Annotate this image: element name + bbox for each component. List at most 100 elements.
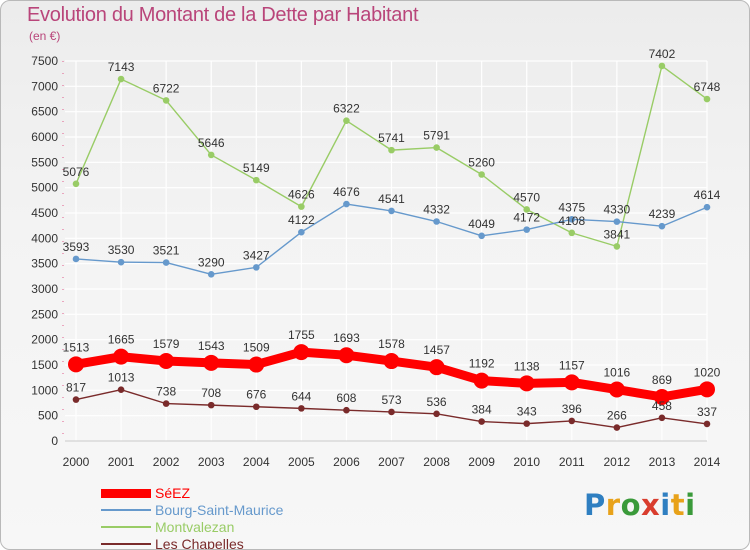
data-label: 1578 [378,337,405,351]
data-point [699,381,715,398]
x-tick-label: 2008 [423,455,450,469]
data-label: 573 [381,393,401,407]
data-label: 343 [517,405,537,419]
data-point [338,347,355,364]
data-point [158,352,175,369]
data-label: 1457 [423,343,450,357]
data-label: 1755 [288,328,315,342]
logo-letter: o [620,488,642,522]
data-point [117,258,125,266]
x-tick-label: 2004 [243,455,270,469]
data-label: 536 [427,395,447,409]
data-label: 4614 [694,188,721,202]
proxiti-logo: Proxiti [584,488,696,522]
data-label: 4570 [513,190,540,204]
legend-swatch [101,526,151,528]
data-label: 817 [66,381,86,395]
data-point [388,207,395,215]
data-point [613,424,621,431]
data-point [68,356,84,373]
data-label: 738 [156,385,176,399]
data-point [343,406,350,414]
logo-letter: P [584,488,606,522]
data-label: 7402 [649,47,676,61]
legend-swatch [101,543,151,545]
logo-letter: x [641,488,661,522]
data-point [613,218,621,225]
y-tick-label: 3500 [31,257,58,271]
data-point [72,180,80,188]
y-tick-label: 4500 [31,206,58,220]
data-label: 266 [607,409,627,423]
data-point [252,403,260,411]
data-label: 1016 [604,366,631,380]
data-point [563,374,580,391]
data-label: 4108 [558,214,585,228]
y-tick-label: 1000 [31,383,58,397]
x-tick-label: 2010 [513,455,540,469]
x-tick-label: 2001 [108,455,135,469]
y-tick-label: 500 [38,409,58,423]
y-tick-label: 5000 [31,181,58,195]
chart-unit: (en €) [29,29,61,43]
data-point [343,117,350,124]
legend-swatch [101,509,151,511]
data-label: 869 [652,373,672,387]
data-label: 396 [562,402,582,416]
legend-label: Bourg-Saint-Maurice [155,502,284,518]
data-point [478,418,485,425]
data-label: 1138 [514,359,540,373]
data-point [428,359,445,376]
logo-letter: r [605,488,621,522]
data-label: 1020 [694,365,721,379]
data-point [343,200,350,208]
data-label: 5741 [378,131,405,145]
data-label: 1665 [108,333,135,347]
data-label: 5260 [468,155,495,169]
data-point [388,146,395,154]
x-tick-label: 2014 [694,455,721,469]
data-point [162,97,170,104]
legend-swatch [101,488,151,498]
data-label: 4375 [558,200,585,214]
data-label: 3290 [198,255,225,269]
data-label: 608 [336,391,356,405]
y-tick-label: 6500 [31,105,58,119]
data-label: 6748 [694,80,721,94]
data-point [658,222,666,230]
data-label: 4172 [513,211,540,225]
data-point [433,410,440,418]
data-point [248,356,265,373]
x-tick-label: 2002 [153,455,180,469]
data-label: 5076 [63,165,90,179]
x-tick-label: 2006 [333,455,360,469]
data-point [252,264,260,271]
data-label: 6722 [153,81,180,95]
logo-letter: i [660,488,671,522]
data-point [203,354,220,371]
y-tick-label: 7500 [31,54,58,68]
data-point [478,232,485,240]
data-point [473,372,490,389]
y-tick-label: 4000 [31,231,58,245]
data-point [113,348,130,365]
data-label: 1543 [198,339,225,353]
data-label: 6322 [333,102,360,116]
data-point [523,206,531,213]
y-tick-label: 2000 [31,333,58,347]
x-tick-label: 2003 [198,455,225,469]
y-tick-label: 0 [51,434,58,448]
data-point [207,401,215,409]
data-label: 644 [291,389,311,403]
data-point [207,151,215,159]
legend-item: Les Chapelles [101,536,361,549]
data-label: 4122 [288,213,315,227]
data-point [613,243,621,250]
data-point [703,420,711,428]
data-label: 4049 [468,217,495,231]
legend-label: SéEZ [155,485,191,501]
data-point [658,62,666,70]
data-label: 5149 [243,161,270,175]
legend-item: Montvalezan [101,519,361,535]
